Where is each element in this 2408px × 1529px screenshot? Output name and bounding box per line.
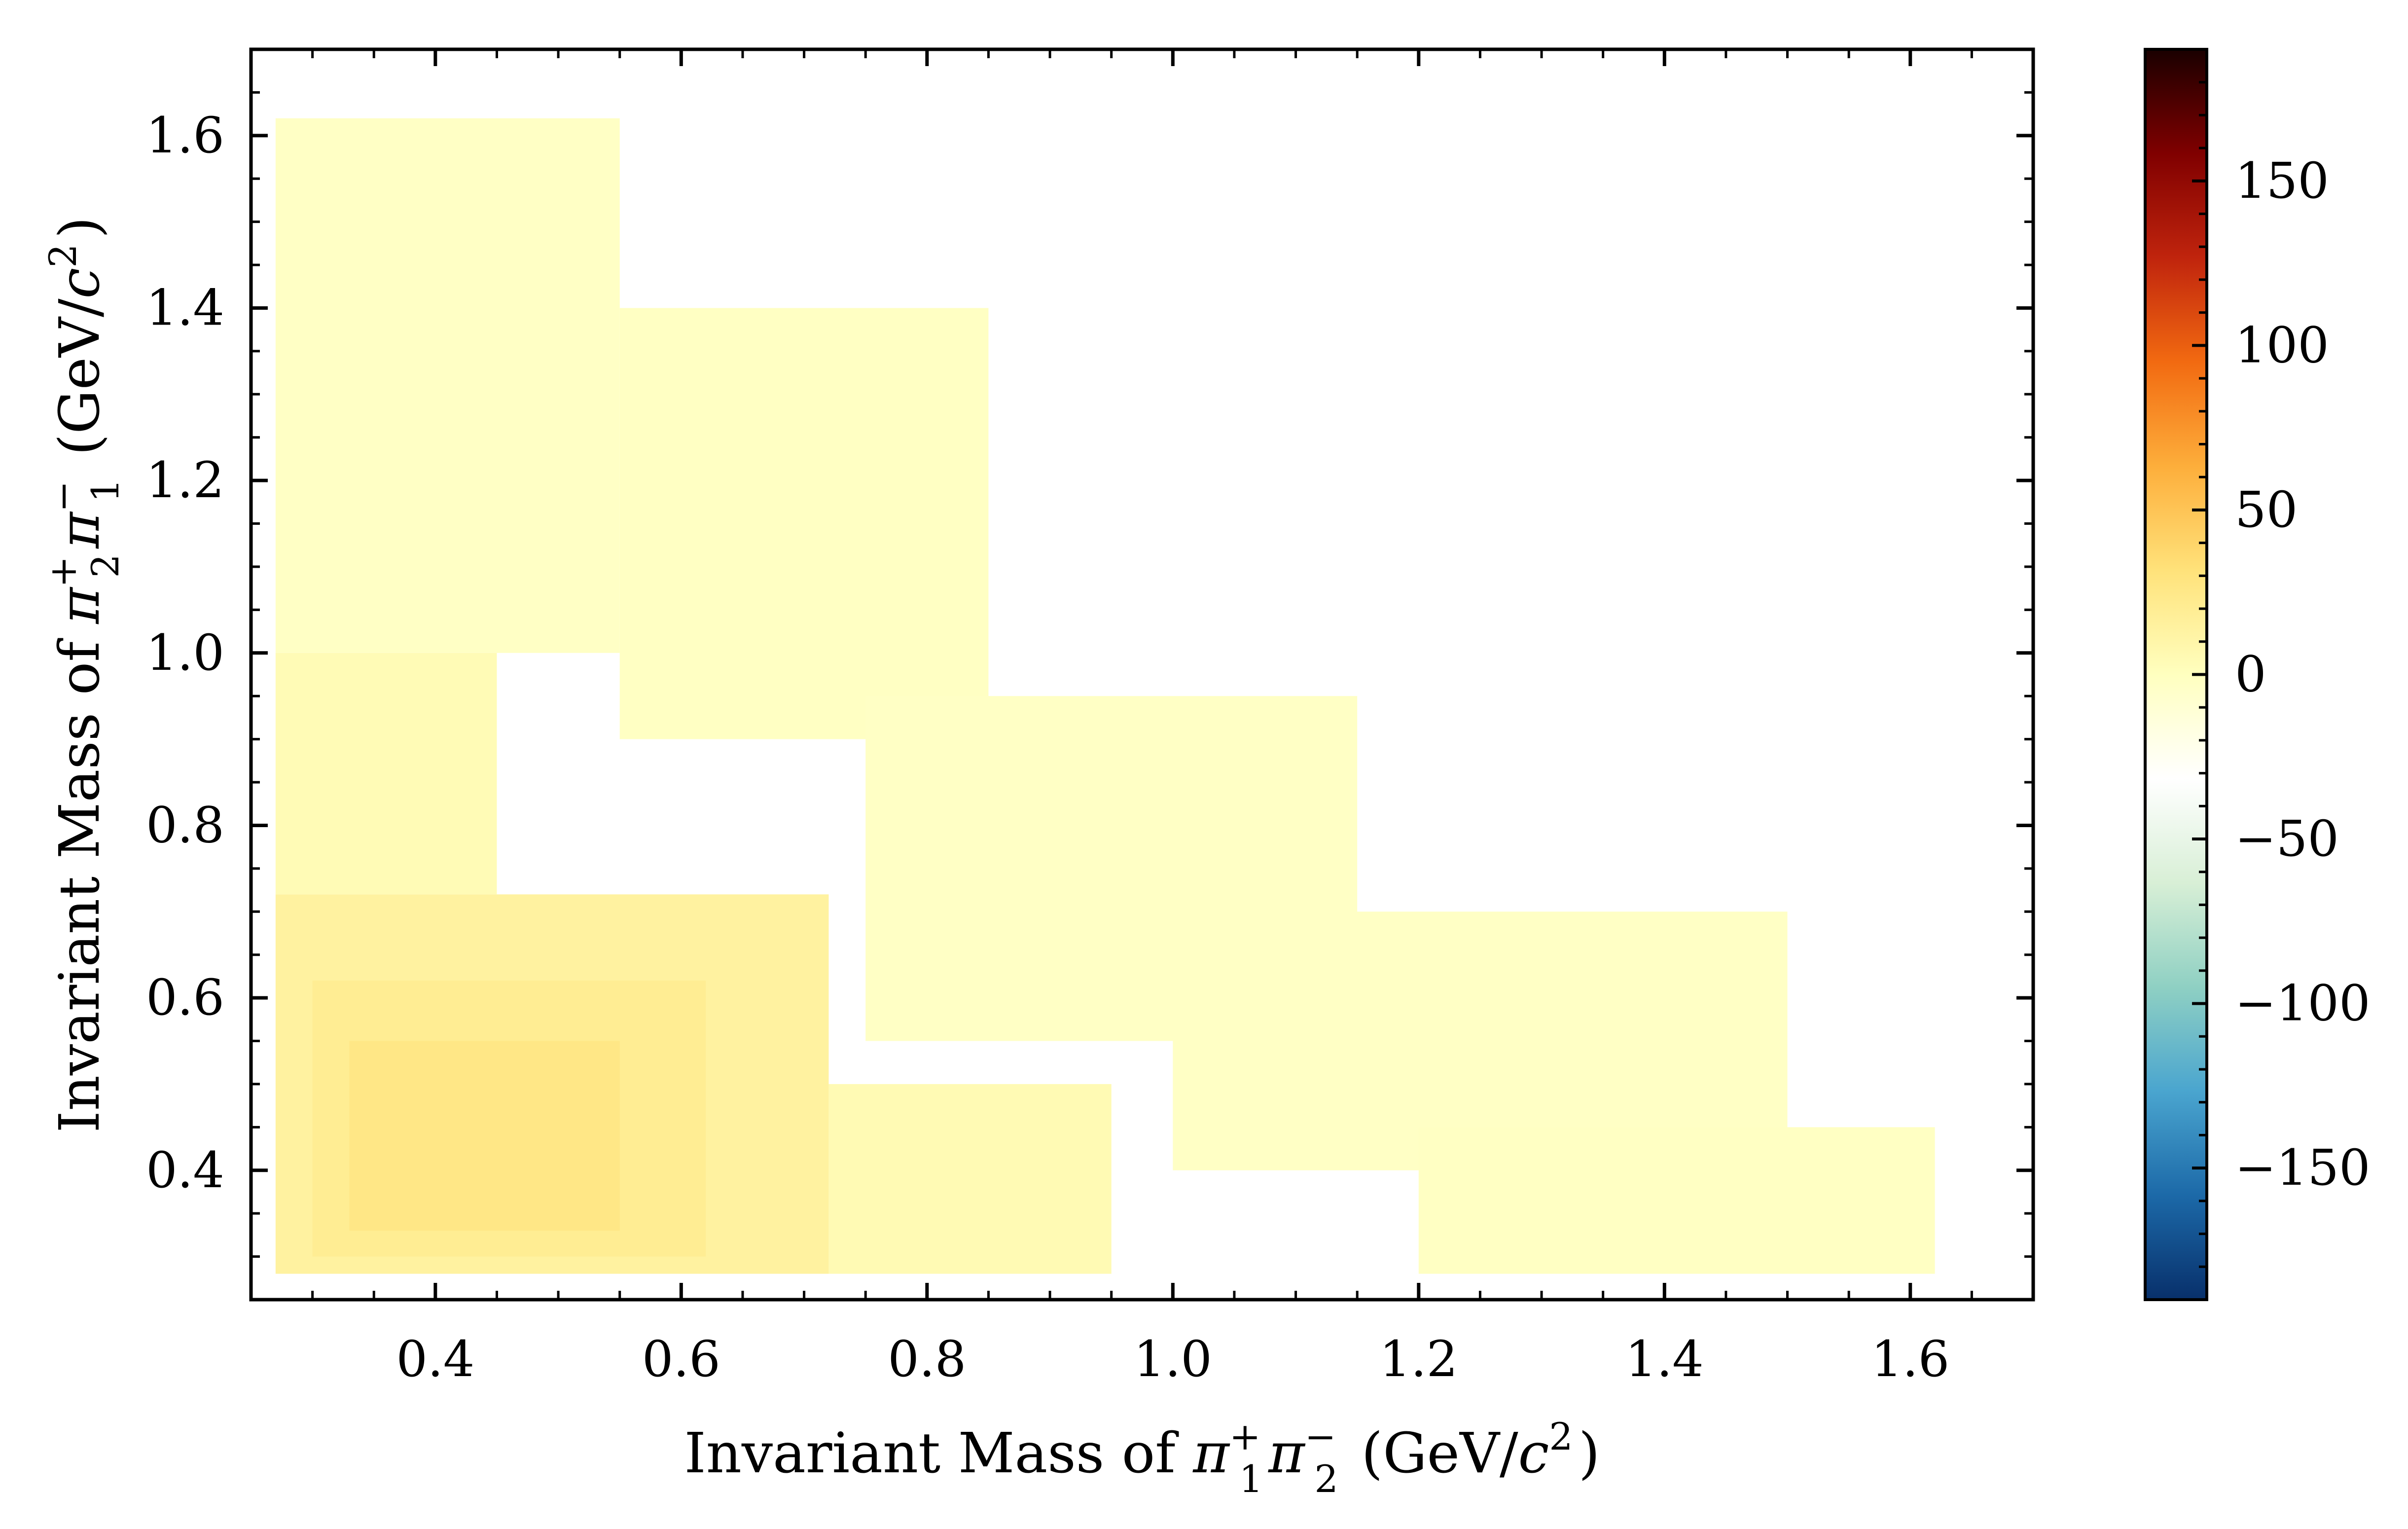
axis-title-text: ) bbox=[48, 217, 112, 238]
y-tick-label: 0.6 bbox=[146, 969, 224, 1026]
axis-title-text: π bbox=[48, 511, 112, 549]
heatmap-cell bbox=[349, 1041, 620, 1231]
axis-title-charge: + bbox=[1229, 1415, 1261, 1458]
x-tick-label: 0.4 bbox=[396, 1330, 474, 1388]
axis-title-charge: − bbox=[41, 481, 85, 512]
axis-title-index: 1 bbox=[1239, 1457, 1263, 1501]
colorbar-tick-labels: −150 −100 −50 0 50 100 150 bbox=[2235, 152, 2371, 1197]
colorbar-tick-label: 100 bbox=[2235, 316, 2329, 374]
x-axis-title: Invariant Mass of π+ 1 π− 2 (GeV/c2 ) bbox=[684, 1415, 1600, 1501]
colorbar-tick-label: 0 bbox=[2235, 646, 2266, 703]
x-tick-label: 1.6 bbox=[1871, 1330, 1949, 1388]
axis-title-text: π bbox=[48, 586, 112, 624]
colorbar: −150 −100 −50 0 50 100 150 bbox=[2144, 48, 2371, 1301]
axis-title-charge: + bbox=[41, 556, 85, 587]
axis-title-text: π bbox=[1268, 1421, 1306, 1486]
y-tick-labels: 0.4 0.6 0.8 1.0 1.2 1.4 1.6 bbox=[146, 107, 224, 1199]
colorbar-tick-label: −150 bbox=[2235, 1139, 2371, 1197]
colorbar-tick-label: −100 bbox=[2235, 975, 2371, 1032]
axis-title-index: 1 bbox=[83, 478, 127, 502]
y-tick-label: 1.6 bbox=[146, 107, 224, 164]
heatmap-cells bbox=[275, 118, 1935, 1274]
heatmap-cell bbox=[275, 118, 620, 653]
plot-frame bbox=[249, 47, 2035, 1302]
x-tick-label: 1.0 bbox=[1134, 1330, 1212, 1388]
x-tick-label: 1.2 bbox=[1379, 1330, 1458, 1388]
x-tick-label: 0.8 bbox=[888, 1330, 966, 1388]
axis-title-index: 2 bbox=[83, 554, 127, 578]
colorbar-tick-label: 150 bbox=[2235, 152, 2329, 210]
colorbar-tick-label: 50 bbox=[2235, 481, 2298, 539]
y-tick-label: 1.4 bbox=[146, 279, 224, 336]
y-tick-label: 0.4 bbox=[146, 1141, 224, 1199]
axis-title-script: 2 bbox=[1549, 1415, 1573, 1458]
axis-title-text: c bbox=[48, 268, 112, 299]
axis-title-charge: − bbox=[1305, 1415, 1336, 1458]
x-tick-labels: 0.4 0.6 0.8 1.0 1.2 1.4 1.6 bbox=[396, 1330, 1949, 1388]
y-tick-label: 1.2 bbox=[146, 451, 224, 509]
axis-title-text: (GeV/ bbox=[1344, 1421, 1518, 1486]
axis-title-index: 2 bbox=[1314, 1457, 1338, 1501]
axis-title-text: (GeV/ bbox=[48, 298, 112, 473]
heatmap-cell bbox=[275, 653, 497, 895]
axis-title-text: Invariant Mass of bbox=[48, 624, 112, 1133]
axis-title-text: Invariant Mass of bbox=[684, 1421, 1193, 1486]
heatmap-cell bbox=[619, 308, 989, 739]
axis-ticks bbox=[250, 48, 2035, 1301]
axis-title-text: ) bbox=[1579, 1421, 1600, 1486]
y-axis-title: Invariant Mass of π+2 π−1 (GeV/c2 ) bbox=[41, 217, 127, 1132]
axis-title-text: c bbox=[1518, 1421, 1549, 1486]
heatmap-cell bbox=[1418, 1127, 1935, 1274]
axis-title-text: π bbox=[1192, 1421, 1230, 1486]
axis-title-script: 2 bbox=[41, 244, 85, 267]
x-tick-label: 1.4 bbox=[1625, 1330, 1704, 1388]
heatmap-cell bbox=[828, 1084, 1112, 1274]
colorbar-tick-label: −50 bbox=[2235, 810, 2339, 868]
y-tick-label: 0.8 bbox=[146, 796, 224, 854]
y-tick-label: 1.0 bbox=[146, 624, 224, 682]
colorbar-ticks bbox=[2192, 48, 2207, 1301]
x-tick-label: 0.6 bbox=[642, 1330, 720, 1388]
